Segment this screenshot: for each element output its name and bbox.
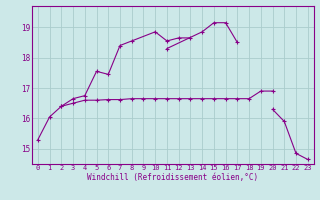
X-axis label: Windchill (Refroidissement éolien,°C): Windchill (Refroidissement éolien,°C) <box>87 173 258 182</box>
